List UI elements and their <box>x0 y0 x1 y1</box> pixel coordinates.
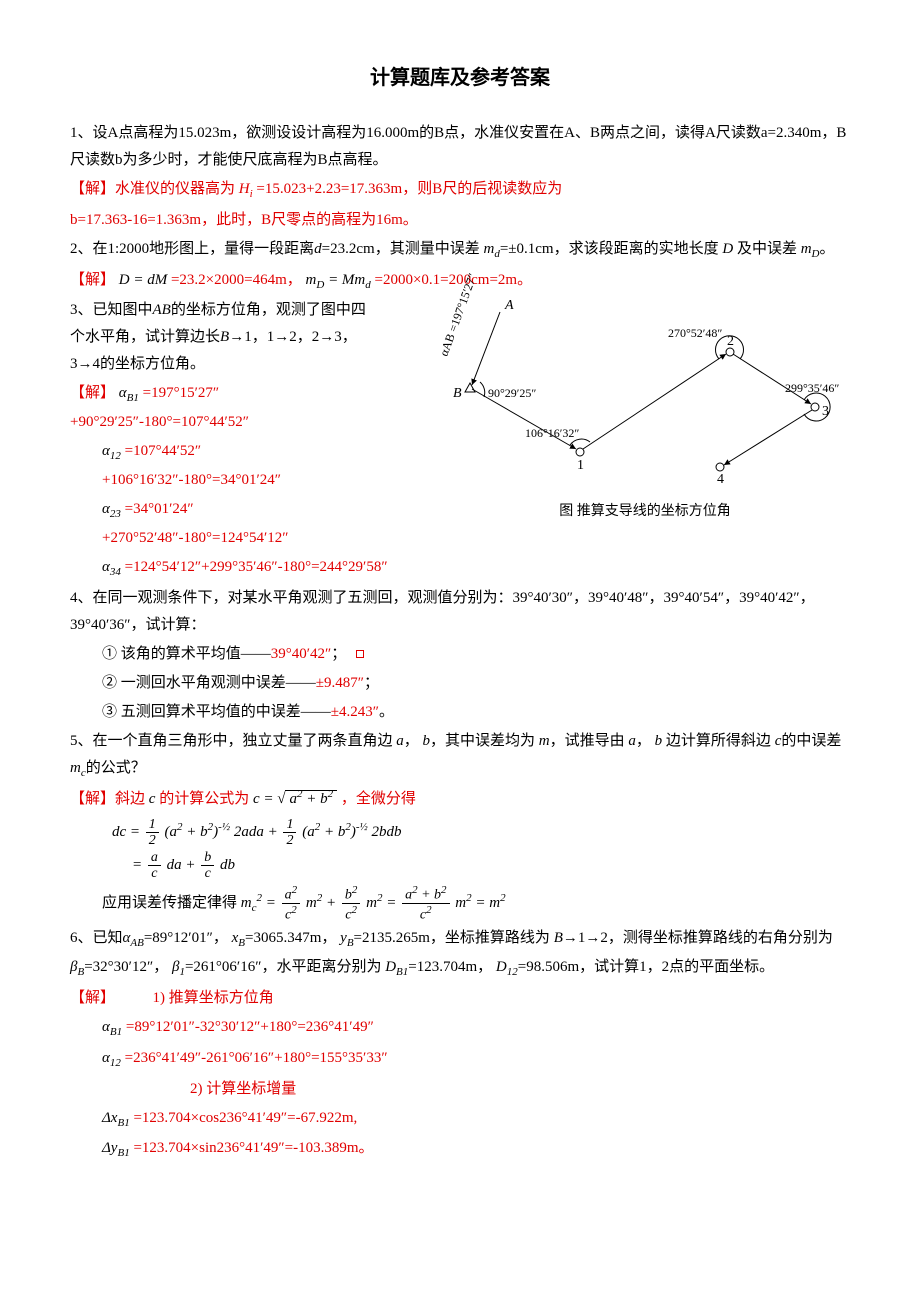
q6-a2v: =236°41′49″-261°06′16″+180°=155°35′33″ <box>125 1050 388 1066</box>
q6-s: 【解】 1) 推算坐标方位角 <box>70 985 850 1012</box>
q4-i2c: ； <box>364 675 379 691</box>
q3-p1: 3、已知图中 <box>70 302 153 318</box>
q4-i1a: ① 该角的算术平均值—— <box>102 646 271 662</box>
q6-dyv: =123.704×sin236°41′49″=-103.389m。 <box>133 1140 373 1156</box>
q3-s: 【解】 <box>70 385 115 401</box>
q6-a1v: =89°12′01″-32°30′12″+180°=236°41′49″ <box>126 1019 374 1035</box>
q5-p6: 边计算所得斜边 <box>666 733 771 749</box>
q2-p1: 2、在1:2000地形图上，量得一段距离 <box>70 241 314 257</box>
q3-a2v: =107°44′52″+106°16′32″-180°=34°01′24″ <box>102 443 281 488</box>
q2-ans2: =23.2×2000=464m， <box>171 272 302 288</box>
q1-ans1-b: =15.023+2.23=17.363m，则B尺的后视读数应为 <box>256 181 562 197</box>
q3-a3: α23 =34°01′24″+270°52′48″-180°=124°54′12… <box>70 496 370 552</box>
q2-p2: =23.2cm，其测量中误差 <box>322 241 480 257</box>
node-4: 4 <box>717 472 724 487</box>
q6-step2: 2) 计算坐标增量 <box>70 1076 850 1103</box>
q4-i1b: 39°40′42″ <box>271 646 332 662</box>
q3-a3v: =34°01′24″+270°52′48″-180°=124°54′12″ <box>102 501 288 546</box>
q5-p4: ，试推导由 <box>550 733 625 749</box>
q2-p3: =±0.1cm，求该段距离的实地长度 <box>500 241 719 257</box>
q4-i3b: ±4.243″ <box>331 704 379 720</box>
q3-a1: 【解】 αB1 =197°15′27″+90°29′25″-180°=107°4… <box>70 380 370 436</box>
q5-prompt: 5、在一个直角三角形中，独立丈量了两条直角边 a， b，其中误差均为 m，试推导… <box>70 728 850 784</box>
q3-prompt: 3、已知图中AB的坐标方位角，观测了图中四个水平角，试计算边长B→1，1→2，2… <box>70 297 370 378</box>
q5-p3: ，其中误差均为 <box>430 733 535 749</box>
q4-i2b: ±9.487″ <box>316 675 364 691</box>
q1-ans1: 【解】水准仪的仪器高为 Hi =15.023+2.23=17.363m，则B尺的… <box>70 176 850 205</box>
q1-ans2: b=17.363-16=1.363m，此时，B尺零点的高程为16m。 <box>70 207 850 234</box>
q6-p7: =261°06′16″，水平距离分别为 <box>185 959 382 975</box>
q5-p8: 的公式？ <box>86 760 146 776</box>
q4-i1c: ； <box>331 646 346 662</box>
node-A: A <box>504 298 514 313</box>
q3-a4: α34 =124°54′12″+299°35′46″-180°=244°29′5… <box>70 554 850 583</box>
node-B: B <box>453 386 462 401</box>
q6-dy: ΔyB1 =123.704×sin236°41′49″=-103.389m。 <box>70 1135 850 1164</box>
marker-icon <box>356 650 364 658</box>
q5-s1: 【解】斜边 c 的计算公式为 c = √a2 + b2 ，全微分得 <box>70 785 850 813</box>
q6-prompt: 6、已知αAB=89°12′01″， xB=3065.347m， yB=2135… <box>70 925 850 983</box>
q6-p4: =2135.265m，坐标推算路线为 <box>354 930 550 946</box>
q1-ans1-a: 【解】水准仪的仪器高为 <box>70 181 235 197</box>
q5-law-t: 应用误差传播定律得 <box>102 895 237 911</box>
q4-i3: ③ 五测回算术平均值的中误差——±4.243″。 <box>70 699 850 726</box>
q5-p1: 5、在一个直角三角形中，独立丈量了两条直角边 <box>70 733 393 749</box>
q6-p9: =98.506m，试计算1，2点的平面坐标。 <box>518 959 774 975</box>
q5-law: 应用误差传播定律得 mc2 = a2c2 m2 + b2c2 m2 = a2 +… <box>70 884 850 923</box>
fig-ang-2: 270°52′48″ <box>668 326 722 340</box>
q5-formula-dc: dc = 12 (a2 + b2)-½ 2ada + 12 (a2 + b2)-… <box>112 815 850 882</box>
q4-prompt: 4、在同一观测条件下，对某水平角观测了五测回，观测值分别为：39°40′30″，… <box>70 585 850 639</box>
q1-prompt: 1、设A点高程为15.023m，欲测设设计高程为16.000m的B点，水准仪安置… <box>70 120 850 174</box>
q6-p2: =89°12′01″， <box>144 930 228 946</box>
q3-a2: α12 =107°44′52″+106°16′32″-180°=34°01′24… <box>70 438 370 494</box>
q6-slbl: 【解】 <box>70 990 115 1006</box>
traverse-figure: A B 1 2 3 4 <box>430 297 860 524</box>
q4-i1: ① 该角的算术平均值——39°40′42″； <box>70 641 850 668</box>
q3-a4v: =124°54′12″+299°35′46″-180°=244°29′58″ <box>125 559 388 575</box>
q6-p6: =32°30′12″， <box>84 959 168 975</box>
q5-s1a: 【解】斜边 <box>70 791 145 807</box>
q6-p5: →1→2，测得坐标推算路线的右角分别为 <box>563 930 833 946</box>
fig-caption: 图 推算支导线的坐标方位角 <box>430 499 860 524</box>
node-1: 1 <box>577 458 584 473</box>
q4-i2a: ② 一测回水平角观测中误差—— <box>102 675 316 691</box>
fig-ang-1: 106°16′32″ <box>525 426 579 440</box>
q6-p3: =3065.347m， <box>245 930 336 946</box>
q2-p4: 及中误差 <box>737 241 797 257</box>
q2-prompt: 2、在1:2000地形图上，量得一段距离d=23.2cm，其测量中误差 md=±… <box>70 236 850 265</box>
q4-i2: ② 一测回水平角观测中误差——±9.487″； <box>70 670 850 697</box>
q6-step1: 1) 推算坐标方位角 <box>153 990 274 1006</box>
q2-ans3: =2000×0.1=200cm=2m。 <box>375 272 533 288</box>
q6-a1: αB1 =89°12′01″-32°30′12″+180°=236°41′49″ <box>70 1014 850 1043</box>
q5-s1c: ，全微分得 <box>341 791 416 807</box>
q6-p1: 6、已知 <box>70 930 123 946</box>
q2-p5: 。 <box>820 241 835 257</box>
q5-p7: 的中误差 <box>781 733 841 749</box>
q2-ans-lbl: 【解】 <box>70 272 115 288</box>
q6-p8: =123.704m， <box>408 959 492 975</box>
q4-i3a: ③ 五测回算术平均值的中误差—— <box>102 704 331 720</box>
q5-p2: ， <box>404 733 419 749</box>
q5-s1b: 的计算公式为 <box>159 791 249 807</box>
q4-i3c: 。 <box>379 704 394 720</box>
q5-p5: ， <box>636 733 651 749</box>
q6-dxv: =123.704×cos236°41′49″=-67.922m, <box>133 1110 357 1126</box>
q6-dx: ΔxB1 =123.704×cos236°41′49″=-67.922m, <box>70 1105 850 1134</box>
fig-ang-b: 90°29′25″ <box>488 386 536 400</box>
page-title: 计算题库及参考答案 <box>70 60 850 96</box>
q6-a2: α12 =236°41′49″-261°06′16″+180°=155°35′3… <box>70 1045 850 1074</box>
fig-ang-3: 299°35′46″ <box>785 381 839 395</box>
